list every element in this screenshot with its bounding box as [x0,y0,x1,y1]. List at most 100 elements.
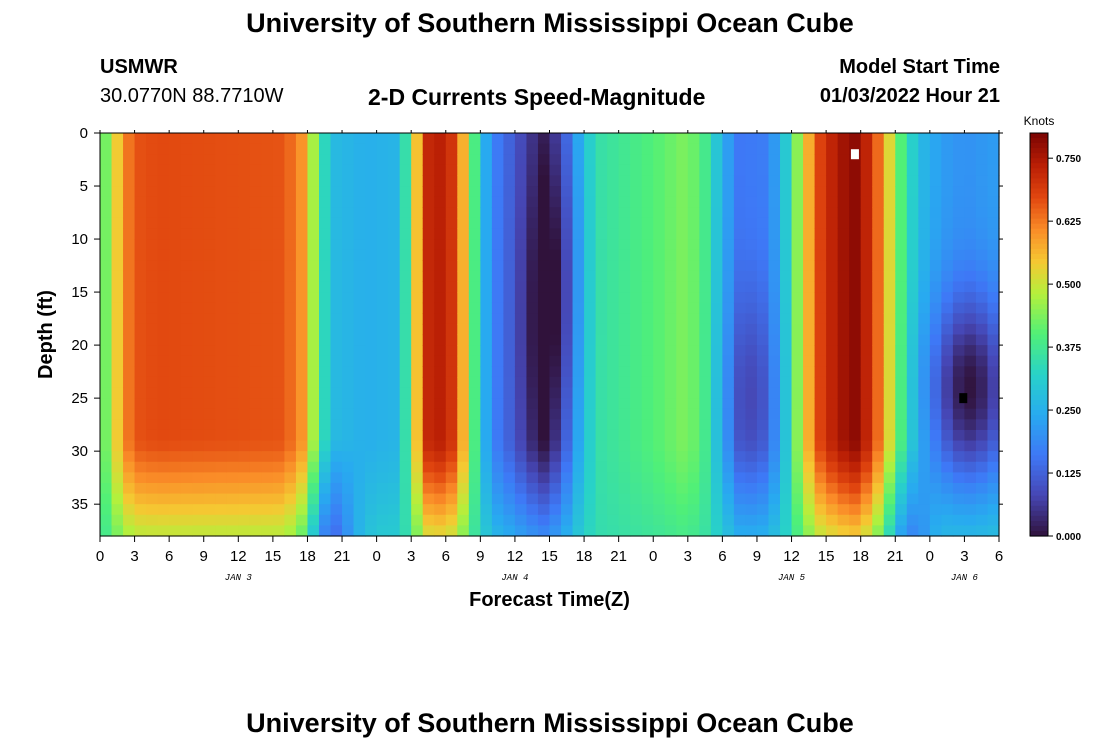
heatmap-cell [457,419,470,431]
heatmap-cell [964,196,977,208]
heatmap-cell [549,398,562,410]
heatmap-cell [376,164,389,177]
heatmap-cell [929,302,942,314]
heatmap-cell [595,493,608,505]
heatmap-cell [572,281,585,293]
heatmap-cell [422,143,435,155]
heatmap-cell [584,228,597,240]
heatmap-cell [411,239,424,251]
heatmap-cell [203,175,216,187]
heatmap-cell [630,239,643,251]
heatmap-cell [249,186,262,198]
colorbar-segment [1030,389,1048,396]
heatmap-cell [411,154,424,166]
heatmap-cell [514,387,528,399]
heatmap-cell [457,376,470,389]
heatmap-cell [169,217,182,230]
heatmap-cell [733,525,747,537]
heatmap-cell [618,482,631,495]
heatmap-cell [941,408,954,420]
heatmap-cell [180,207,193,219]
heatmap-cell [780,175,793,187]
heatmap-cell [780,461,793,473]
heatmap-cell [837,186,850,198]
heatmap-cell [756,228,770,240]
heatmap-cell [365,207,378,219]
heatmap-cell [975,451,989,463]
heatmap-cell [814,355,827,367]
heatmap-cell [434,239,447,251]
heatmap-cell [918,461,931,473]
heatmap-cell [872,451,885,463]
heatmap-cell [307,313,320,325]
heatmap-cell [849,451,862,463]
heatmap-cell [791,493,804,505]
heatmap-cell [676,175,689,187]
heatmap-cell [549,429,562,442]
heatmap-cell [803,249,816,261]
heatmap-cell [295,387,309,399]
heatmap-cell [399,217,412,230]
heatmap-cell [491,504,504,516]
heatmap-cell [964,186,977,198]
heatmap-cell [123,302,136,314]
heatmap-cell [353,228,366,240]
y-axis-label: Depth (ft) [35,290,57,379]
heatmap-cell [710,429,723,442]
heatmap-cell [987,398,1000,410]
heatmap-cell [226,440,239,452]
heatmap-cell [480,334,493,346]
heatmap-cell [929,217,942,230]
heatmap-cell [699,429,712,442]
heatmap-cell [641,419,654,431]
heatmap-cell [537,133,551,145]
heatmap-cell [514,292,528,304]
heatmap-cell [318,186,332,198]
heatmap-cell [641,154,654,166]
heatmap-cell [722,292,735,304]
heatmap-cell [987,228,1000,240]
heatmap-cell [733,217,747,230]
heatmap-cell [514,345,528,357]
heatmap-cell [710,345,723,357]
heatmap-cell [307,387,320,399]
heatmap-cell [261,440,274,452]
colorbar-segment [1030,455,1048,462]
heatmap-cell [607,175,620,187]
heatmap-cell [572,302,585,314]
heatmap-cell [365,419,378,431]
heatmap-cell [434,334,447,346]
heatmap-cell [100,228,113,240]
heatmap-cell [722,196,735,208]
heatmap-cell [330,313,343,325]
heatmap-cell [791,504,804,516]
heatmap-cell [249,228,262,240]
date-label: JAN 6 [951,573,979,583]
heatmap-cell [353,239,366,251]
heatmap-cell [503,504,516,516]
heatmap-cell [814,164,827,177]
heatmap-cell [514,493,528,505]
heatmap-cell [572,207,585,219]
heatmap-cell [238,154,251,166]
heatmap-cell [687,164,700,177]
heatmap-cell [722,207,735,219]
heatmap-cell [561,228,574,240]
heatmap-cell [549,133,562,145]
x-tick-label: 12 [230,548,247,565]
heatmap-cell [676,196,689,208]
heatmap-cell [641,313,654,325]
heatmap-cell [514,270,528,283]
heatmap-cell [952,461,966,473]
heatmap-cell [295,228,309,240]
heatmap-cell [457,482,470,495]
heatmap-cell [261,398,274,410]
heatmap-cell [399,207,412,219]
heatmap-cell [422,376,435,389]
heatmap-cell [238,355,251,367]
heatmap-cell [791,355,804,367]
heatmap-cell [388,228,401,240]
heatmap-cell [134,302,147,314]
heatmap-cell [745,143,758,155]
heatmap-cell [837,451,850,463]
